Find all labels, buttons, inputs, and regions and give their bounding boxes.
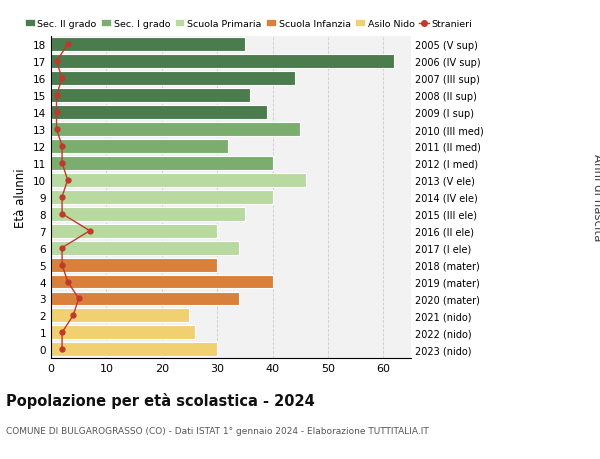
Bar [51, 106, 267, 120]
Bar [51, 258, 217, 272]
Bar [51, 309, 190, 323]
Bar [51, 275, 272, 289]
Bar [51, 342, 217, 357]
Bar [51, 174, 306, 187]
Bar [51, 157, 272, 170]
Text: Popolazione per età scolastica - 2024: Popolazione per età scolastica - 2024 [6, 392, 315, 409]
Legend: Sec. II grado, Sec. I grado, Scuola Primaria, Scuola Infanzia, Asilo Nido, Stran: Sec. II grado, Sec. I grado, Scuola Prim… [25, 20, 472, 29]
Text: Anni di nascita: Anni di nascita [590, 154, 600, 241]
Bar [51, 123, 300, 137]
Y-axis label: Età alunni: Età alunni [14, 168, 28, 227]
Bar [51, 38, 245, 52]
Bar [51, 207, 245, 221]
Bar [51, 292, 239, 306]
Bar [51, 326, 195, 340]
Bar [51, 140, 228, 154]
Bar [51, 55, 394, 69]
Bar [51, 241, 239, 255]
Bar [51, 72, 295, 86]
Bar [51, 190, 272, 204]
Bar [51, 224, 217, 238]
Text: COMUNE DI BULGAROGRASSO (CO) - Dati ISTAT 1° gennaio 2024 - Elaborazione TUTTITA: COMUNE DI BULGAROGRASSO (CO) - Dati ISTA… [6, 426, 429, 435]
Bar [51, 89, 250, 103]
